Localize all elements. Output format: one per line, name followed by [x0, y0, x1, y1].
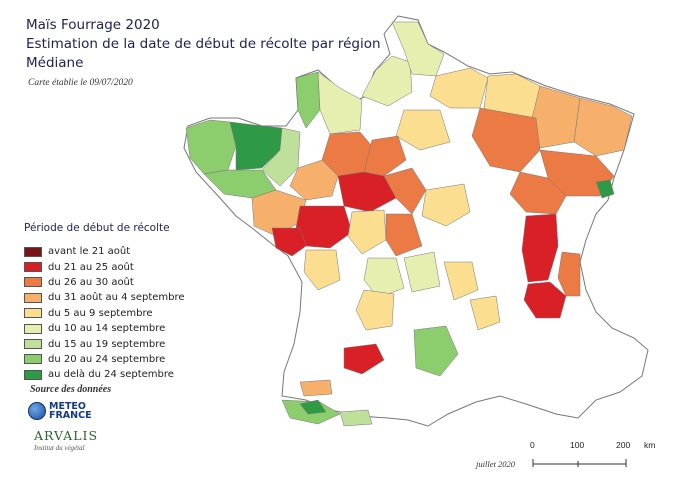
region-loiret	[383, 167, 427, 215]
legend-label: du 5 au 9 septembre	[48, 307, 153, 319]
map-date-note: Carte établie le 09/07/2020	[28, 78, 133, 88]
region-vienne	[303, 249, 341, 291]
legend-label: du 10 au 14 septembre	[48, 323, 166, 335]
region-gers	[299, 379, 333, 397]
legend-item: du 21 au 25 août	[24, 259, 185, 274]
arvalis-logo: ARVALIS	[34, 428, 99, 443]
region-nord	[391, 21, 445, 77]
scale-unit: km	[644, 440, 656, 450]
legend-swatch	[24, 354, 42, 365]
region-savoie	[557, 251, 581, 297]
legend-item: du 15 au 19 septembre	[24, 336, 185, 351]
legend-label: du 15 au 19 septembre	[48, 338, 166, 350]
legend-label: du 31 août au 4 septembre	[48, 292, 185, 304]
region-aude	[299, 399, 327, 415]
region-ille-vilaine	[261, 127, 301, 187]
meteo-france-line-1: METEO	[49, 401, 86, 412]
legend-item: avant le 21 août	[24, 244, 185, 259]
region-finistere	[185, 119, 237, 175]
legend-label: avant le 21 août	[48, 246, 131, 258]
region-moselle	[573, 97, 633, 157]
legend-label: au delà du 24 septembre	[48, 369, 174, 381]
region-cher	[385, 213, 423, 257]
legend-swatch	[24, 339, 42, 350]
legend-swatch	[24, 292, 42, 303]
meteo-france-globe-icon	[28, 402, 46, 420]
region-isere	[523, 281, 567, 319]
title-line-2: Estimation de la date de début de récolt…	[26, 36, 381, 52]
region-manche	[295, 71, 321, 129]
region-mayenne	[289, 159, 339, 201]
region-tarn	[343, 343, 385, 375]
footer-date: juillet 2020	[476, 459, 515, 469]
region-loire	[469, 295, 501, 331]
region-pyrenees-east	[339, 409, 373, 427]
title-line-1: Maïs Fourrage 2020	[26, 17, 160, 33]
region-indre-et-loire	[347, 209, 387, 255]
legend-swatch	[24, 308, 42, 319]
legend-swatch	[24, 262, 42, 273]
source-label: Source des données	[30, 384, 112, 395]
legend-swatch	[24, 369, 42, 380]
legend-label: du 21 au 25 août	[48, 261, 134, 273]
scale-tick-100: 100	[570, 440, 585, 450]
region-lot	[413, 325, 459, 377]
scale-bar: 0 100 200 km	[520, 440, 670, 470]
meteo-france-wordmark: METEO FRANCE	[49, 401, 92, 421]
legend-item: au delà du 24 septembre	[24, 367, 185, 382]
legend: Période de début de récolte avant le 21 …	[24, 222, 185, 383]
scale-tick-200: 200	[616, 440, 631, 450]
legend-swatch	[24, 246, 42, 257]
legend-items: avant le 21 août du 21 au 25 août du 26 …	[24, 244, 185, 383]
region-vendee	[271, 227, 307, 257]
meteo-france-logo: METEO FRANCE	[28, 402, 92, 420]
region-puy-de-dome	[443, 261, 479, 301]
region-allier	[403, 251, 441, 293]
region-nievre	[421, 183, 471, 227]
legend-swatch	[24, 277, 42, 288]
legend-item: du 10 au 14 septembre	[24, 321, 185, 336]
region-meuse	[531, 85, 581, 149]
region-ain	[521, 213, 559, 283]
region-indre	[363, 257, 405, 299]
map-title: Maïs Fourrage 2020 Estimation de la date…	[26, 16, 381, 73]
legend-item: du 20 au 24 septembre	[24, 352, 185, 367]
legend-item: du 26 au 30 août	[24, 275, 185, 290]
legend-label: du 26 au 30 août	[48, 276, 134, 288]
region-eure-et-loir	[363, 135, 407, 177]
scale-bar-line	[532, 459, 627, 467]
region-ile-de-france	[395, 109, 451, 151]
legend-title: Période de début de récolte	[24, 222, 170, 234]
title-line-3: Médiane	[26, 55, 84, 71]
legend-swatch	[24, 323, 42, 334]
region-calvados	[317, 71, 363, 135]
legend-item: du 5 au 9 septembre	[24, 306, 185, 321]
meteo-france-line-2: FRANCE	[49, 410, 92, 421]
region-alsace-patch	[595, 179, 615, 199]
legend-label: du 20 au 24 septembre	[48, 353, 166, 365]
region-creuse	[355, 289, 395, 331]
legend-item: du 31 août au 4 septembre	[24, 290, 185, 305]
scale-tick-0: 0	[530, 440, 535, 450]
region-cotes-armor	[229, 121, 283, 171]
arvalis-tagline: Institut du végétal	[34, 444, 85, 452]
